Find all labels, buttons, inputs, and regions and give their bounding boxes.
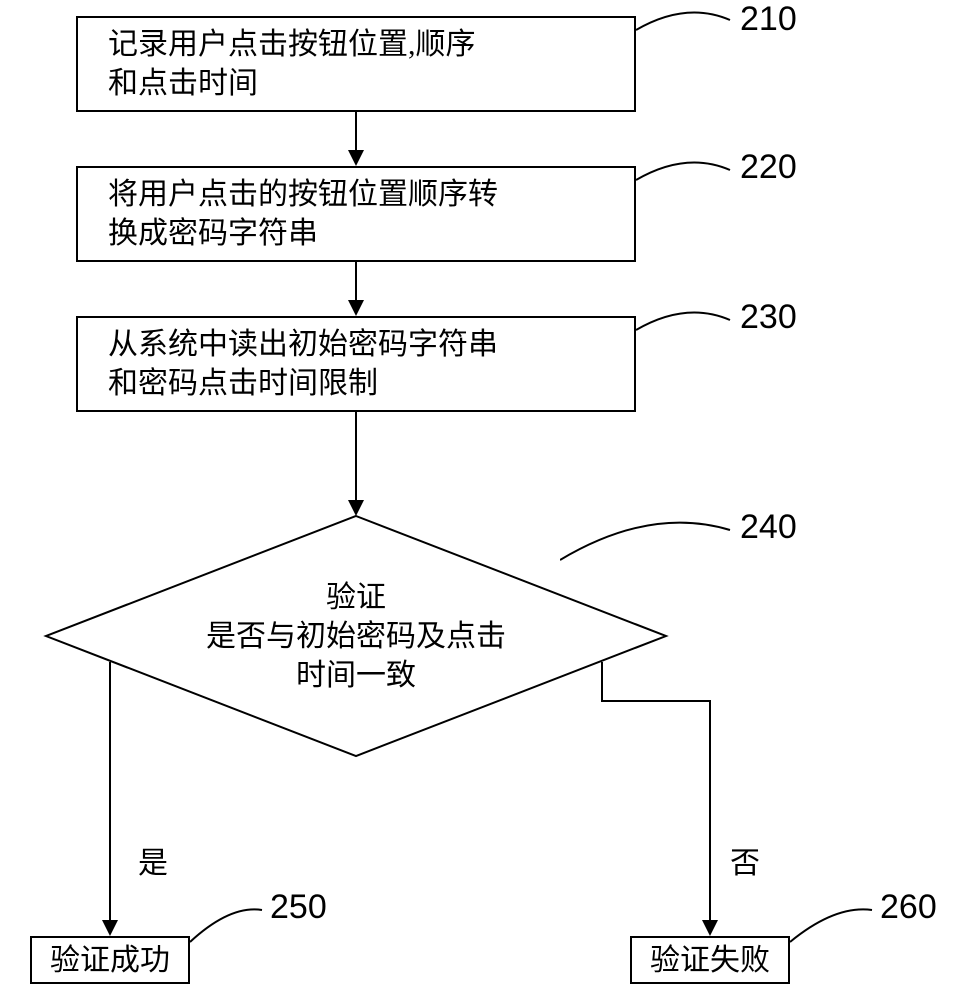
edge-220-230-head — [348, 300, 364, 316]
terminal-node-260: 验证失败 — [630, 936, 790, 984]
node-220-line2: 换成密码字符串 — [108, 217, 318, 250]
edge-240-250-head — [102, 920, 118, 936]
decision-node-240: 验证 是否与初始密码及点击 时间一致 — [96, 516, 616, 756]
leader-250 — [190, 900, 270, 950]
edge-240-260-hline — [601, 700, 711, 702]
leader-240 — [560, 516, 740, 576]
ref-label-250: 250 — [270, 888, 327, 927]
ref-label-260: 260 — [880, 888, 937, 927]
ref-label-220: 220 — [740, 148, 797, 187]
node-260-text: 验证失败 — [650, 941, 770, 980]
edge-240-260-head — [702, 920, 718, 936]
node-230-line2: 和密码点击时间限制 — [108, 367, 378, 400]
edge-220-230-line — [355, 262, 357, 302]
node-250-text: 验证成功 — [50, 941, 170, 980]
terminal-node-250: 验证成功 — [30, 936, 190, 984]
edge-240-260-vline2 — [709, 700, 711, 922]
ref-label-210: 210 — [740, 0, 797, 39]
node-210-line2: 和点击时间 — [108, 67, 258, 100]
process-node-230: 从系统中读出初始密码字符串 和密码点击时间限制 — [76, 316, 636, 412]
edge-240-260-line — [601, 662, 603, 702]
node-220-line1: 将用户点击的按钮位置顺序转 — [108, 178, 498, 211]
leader-210 — [636, 6, 736, 46]
ref-label-240: 240 — [740, 508, 797, 547]
edge-210-220-line — [355, 112, 357, 152]
process-node-220: 将用户点击的按钮位置顺序转 换成密码字符串 — [76, 166, 636, 262]
edge-210-220-head — [348, 150, 364, 166]
ref-label-230: 230 — [740, 298, 797, 337]
node-240-line1: 验证 — [326, 578, 386, 617]
process-node-210: 记录用户点击按钮位置,顺序 和点击时间 — [76, 16, 636, 112]
node-240-line2: 是否与初始密码及点击 — [206, 617, 506, 656]
leader-230 — [636, 306, 736, 346]
node-240-line3: 时间一致 — [296, 656, 416, 695]
node-210-line1: 记录用户点击按钮位置,顺序 — [108, 28, 476, 61]
leader-220 — [636, 156, 736, 196]
leader-260 — [790, 900, 880, 950]
edge-240-250-line — [109, 662, 111, 922]
edge-label-no: 否 — [730, 838, 760, 882]
edge-label-yes: 是 — [138, 838, 168, 882]
decision-text-240: 验证 是否与初始密码及点击 时间一致 — [96, 516, 616, 756]
node-230-line1: 从系统中读出初始密码字符串 — [108, 328, 498, 361]
